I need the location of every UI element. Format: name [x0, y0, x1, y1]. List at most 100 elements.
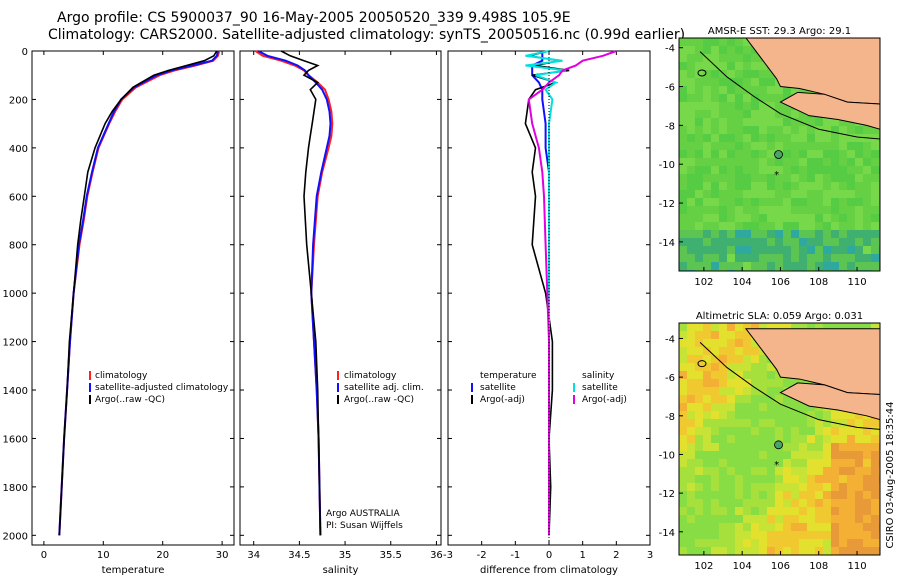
- map-cell: [743, 110, 751, 118]
- y-tick-label: 1400: [3, 386, 28, 397]
- map-cell: [727, 371, 735, 379]
- map-cell: [775, 198, 783, 206]
- map-cell: [783, 262, 791, 270]
- map-cell: [839, 222, 847, 230]
- map-cell: [759, 539, 767, 547]
- map-cell: [815, 262, 823, 270]
- legend-label: Argo(..raw -QC): [344, 395, 414, 405]
- map-cell: [767, 126, 775, 134]
- map-cell: [735, 158, 743, 166]
- map-cell: [679, 126, 687, 134]
- map-cell: [743, 182, 751, 190]
- map-cell: [735, 94, 743, 102]
- x-tick-label: 106: [771, 277, 790, 288]
- profile-panel-salinity: 34 34.5 35 35.5 36 salinity climatology satelli…: [239, 50, 443, 576]
- map-cell: [863, 547, 871, 555]
- map-cell: [679, 38, 687, 46]
- map-cell: [687, 355, 695, 363]
- map-cell: [823, 411, 831, 419]
- map-cell: [863, 459, 871, 467]
- map-cell: [847, 459, 855, 467]
- map-cell: [783, 182, 791, 190]
- map-cell: [799, 539, 807, 547]
- map-cell: [767, 483, 775, 491]
- map-cell: [679, 443, 687, 451]
- map-cell: [783, 547, 791, 555]
- map-cell: [767, 467, 775, 475]
- map-cell: [743, 246, 751, 254]
- map-cell: [679, 62, 687, 70]
- map-cell: [727, 246, 735, 254]
- map-cell: [703, 102, 711, 110]
- map-cell: [855, 214, 863, 222]
- map-cell: [783, 395, 791, 403]
- map-cell: [783, 475, 791, 483]
- map-cell: [807, 483, 815, 491]
- map-cell: [791, 214, 799, 222]
- map-cell: [743, 142, 751, 150]
- map-cell: [703, 118, 711, 126]
- legend-label: Argo(-adj): [582, 395, 627, 405]
- map-cell: [839, 134, 847, 142]
- legend-label: Argo(-adj): [480, 395, 525, 405]
- map-cell: [695, 206, 703, 214]
- map-cell: [863, 475, 871, 483]
- map-cell: [871, 515, 879, 523]
- map-cell: [735, 198, 743, 206]
- x-axis-label: difference from climatology: [480, 565, 618, 576]
- map-cell: [783, 230, 791, 238]
- map-cell: [791, 427, 799, 435]
- map-cell: [735, 150, 743, 158]
- map-cell: [799, 411, 807, 419]
- map-cell: [815, 166, 823, 174]
- map-cell: [847, 134, 855, 142]
- map-cell: [871, 174, 879, 182]
- map-cell: [751, 515, 759, 523]
- map-cell: [847, 254, 855, 262]
- map-cell: [791, 547, 799, 555]
- map-cell: [871, 435, 879, 443]
- map-cell: [679, 539, 687, 547]
- map-cell: [783, 190, 791, 198]
- depth-contour: [699, 341, 880, 430]
- map-cell: [863, 254, 871, 262]
- map-cell: [687, 134, 695, 142]
- map-cell: [775, 499, 783, 507]
- map-cell: [719, 323, 727, 331]
- map-cell: [775, 467, 783, 475]
- map-cell: [791, 379, 799, 387]
- map-cell: [799, 507, 807, 515]
- map-cell: [847, 467, 855, 475]
- map-cell: [767, 371, 775, 379]
- map-cell: [839, 507, 847, 515]
- map-cell: [695, 435, 703, 443]
- map-cell: [687, 515, 695, 523]
- map-cell: [831, 206, 839, 214]
- map-cell: [687, 174, 695, 182]
- map-cell: [735, 102, 743, 110]
- map-cell: [719, 38, 727, 46]
- map-cell: [687, 379, 695, 387]
- map-cell: [839, 323, 847, 331]
- map-cell: [767, 531, 775, 539]
- map-cell: [767, 451, 775, 459]
- map-cell: [767, 459, 775, 467]
- map-cell: [855, 230, 863, 238]
- map-cell: [679, 214, 687, 222]
- map-cell: [703, 238, 711, 246]
- map-cell: [751, 94, 759, 102]
- series-line-1: [257, 50, 332, 536]
- map-cell: [871, 467, 879, 475]
- map-cell: [727, 198, 735, 206]
- map-cell: [695, 46, 703, 54]
- map-cell: [823, 323, 831, 331]
- map-cell: [695, 483, 703, 491]
- map-cell: [703, 62, 711, 70]
- map-cell: [687, 54, 695, 62]
- map-cell: [871, 323, 879, 331]
- map-cell: [783, 539, 791, 547]
- map-cell: [767, 230, 775, 238]
- map-cell: [735, 70, 743, 78]
- map-cell: [759, 166, 767, 174]
- map-cell: [767, 110, 775, 118]
